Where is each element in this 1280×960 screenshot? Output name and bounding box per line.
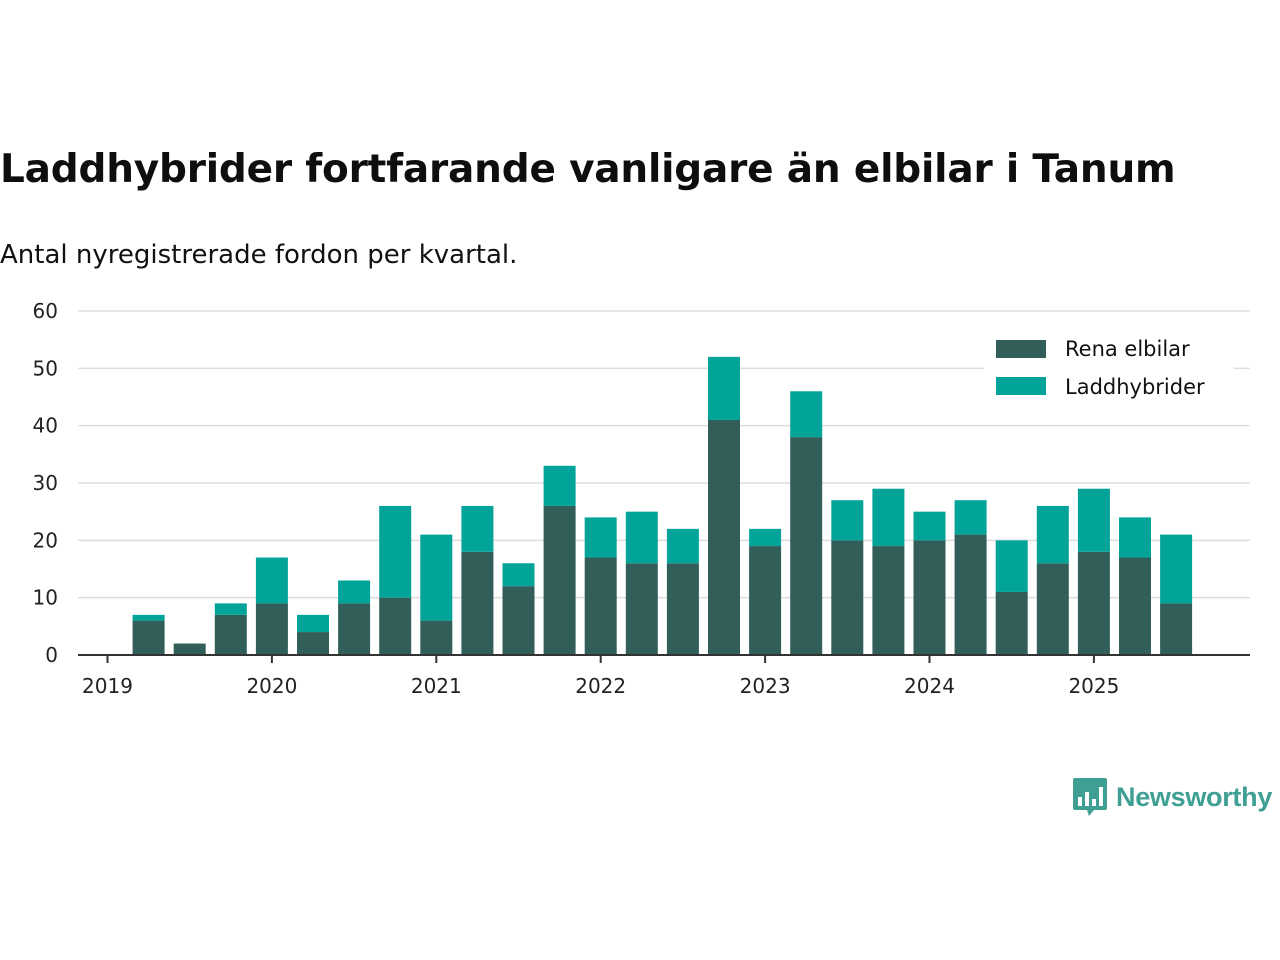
bar-laddhybrider-2021-Q4 <box>543 465 576 506</box>
bar-laddhybrider-2024-Q2 <box>954 500 987 535</box>
bar-rena-elbilar-2024-Q2 <box>954 534 987 655</box>
bar-rena-elbilar-2021-Q3 <box>502 586 535 655</box>
bar-rena-elbilar-2022-Q3 <box>666 563 699 655</box>
bar-rena-elbilar-2025-Q3 <box>1160 603 1193 655</box>
bar-rena-elbilar-2020-Q1 <box>255 603 288 655</box>
bar-rena-elbilar-2020-Q2 <box>297 632 329 655</box>
bar-laddhybrider-2022-Q2 <box>625 511 658 564</box>
bar-laddhybrider-2021-Q2 <box>461 505 494 552</box>
bar-rena-elbilar-2021-Q2 <box>461 551 494 655</box>
bar-rena-elbilar-2025-Q1 <box>1077 551 1110 655</box>
bar-rena-elbilar-2020-Q4 <box>379 597 412 655</box>
bar-rena-elbilar-2023-Q3 <box>831 540 864 655</box>
bar-laddhybrider-2025-Q1 <box>1077 488 1110 552</box>
bar-laddhybrider-2025-Q3 <box>1160 534 1193 604</box>
bar-rena-elbilar-2022-Q1 <box>584 557 617 655</box>
newsworthy-logo: Newsworthy <box>1072 776 1272 818</box>
bar-rena-elbilar-2021-Q4 <box>543 505 576 655</box>
x-tick-label: 2024 <box>904 674 955 698</box>
bar-laddhybrider-2020-Q1 <box>255 557 288 604</box>
bar-chart-speech-bubble-icon <box>1073 778 1107 816</box>
bar-laddhybrider-2019-Q2 <box>132 614 165 621</box>
brand-name: Newsworthy <box>1116 781 1273 812</box>
bar-rena-elbilar-2023-Q2 <box>790 437 823 655</box>
legend: Rena elbilar Laddhybrider <box>984 330 1234 406</box>
bar-laddhybrider-2020-Q4 <box>379 505 412 598</box>
bar-laddhybrider-2023-Q4 <box>872 488 905 547</box>
bar-laddhybrider-2025-Q2 <box>1119 517 1151 558</box>
bar-laddhybrider-2023-Q2 <box>790 391 823 438</box>
y-tick-label: 10 <box>33 586 58 610</box>
bar-laddhybrider-2024-Q3 <box>995 540 1028 592</box>
x-tick-label: 2020 <box>246 674 297 698</box>
y-tick-label: 40 <box>33 414 58 438</box>
bar-laddhybrider-2024-Q4 <box>1036 505 1069 564</box>
legend-label-laddhybrider: Laddhybrider <box>1065 375 1205 399</box>
bar-rena-elbilar-2019-Q3 <box>173 643 206 655</box>
x-tick-label: 2021 <box>411 674 462 698</box>
bar-laddhybrider-2023-Q3 <box>831 500 864 541</box>
x-tick-label: 2019 <box>82 674 133 698</box>
y-tick-label: 20 <box>33 528 58 552</box>
axes: 0 10 20 30 40 50 60 2019 2020 2021 2022 2023 2024 202… <box>33 299 1250 698</box>
bar-laddhybrider-2022-Q3 <box>666 528 699 564</box>
bar-laddhybrider-2019-Q4 <box>214 603 247 615</box>
y-tick-label: 0 <box>45 643 58 667</box>
bar-rena-elbilar-2019-Q4 <box>214 614 247 655</box>
legend-swatch-laddhybrider <box>996 377 1046 395</box>
bar-laddhybrider-2023-Q1 <box>749 528 782 547</box>
bar-rena-elbilar-2024-Q4 <box>1036 563 1069 655</box>
bar-laddhybrider-2022-Q4 <box>708 356 740 420</box>
x-tick-label: 2023 <box>740 674 791 698</box>
bar-rena-elbilar-2019-Q2 <box>132 620 165 655</box>
bar-rena-elbilar-2023-Q4 <box>872 546 905 655</box>
bar-rena-elbilar-2022-Q4 <box>708 419 740 655</box>
chart-title: Laddhybrider fortfarande vanligare än el… <box>0 147 1176 192</box>
bar-rena-elbilar-2024-Q1 <box>913 540 946 655</box>
bar-rena-elbilar-2020-Q3 <box>338 603 371 655</box>
y-tick-label: 30 <box>33 471 58 495</box>
bar-laddhybrider-2020-Q2 <box>297 614 329 633</box>
bar-rena-elbilar-2021-Q1 <box>420 620 453 655</box>
x-tick-label: 2025 <box>1068 674 1119 698</box>
bar-laddhybrider-2020-Q3 <box>338 580 371 604</box>
legend-swatch-rena-elbilar <box>996 340 1046 358</box>
y-tick-label: 50 <box>33 356 58 380</box>
y-tick-label: 60 <box>33 299 58 323</box>
bar-rena-elbilar-2025-Q2 <box>1119 557 1151 655</box>
legend-label-rena-elbilar: Rena elbilar <box>1065 337 1190 361</box>
bar-laddhybrider-2022-Q1 <box>584 517 617 558</box>
bar-rena-elbilar-2024-Q3 <box>995 591 1028 655</box>
chart-subtitle: Antal nyregistrerade fordon per kvartal. <box>0 240 518 270</box>
bar-rena-elbilar-2023-Q1 <box>749 546 782 655</box>
bar-laddhybrider-2021-Q3 <box>502 563 535 587</box>
bar-laddhybrider-2024-Q1 <box>913 511 946 541</box>
x-tick-label: 2022 <box>575 674 626 698</box>
bar-laddhybrider-2021-Q1 <box>420 534 453 621</box>
bar-rena-elbilar-2022-Q2 <box>625 563 658 655</box>
bars <box>132 356 1193 655</box>
